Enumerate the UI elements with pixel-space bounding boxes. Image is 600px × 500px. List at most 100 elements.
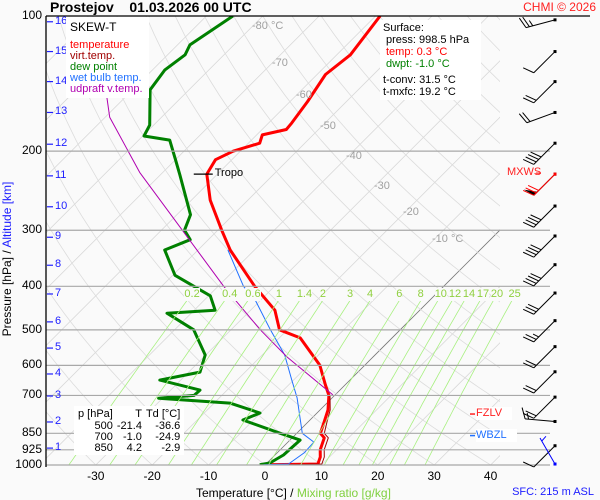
mixing-ratio-label: 14 bbox=[462, 287, 476, 301]
altitude-tick-label: 12 bbox=[55, 137, 68, 150]
isotherm-label: -70 bbox=[272, 57, 288, 69]
temperature-tick-label: 40 bbox=[483, 469, 498, 483]
surface-press: press: 998.5 hPa bbox=[386, 34, 470, 46]
altitude-tick-label: 5 bbox=[55, 341, 62, 354]
mixing-ratio-line bbox=[323, 295, 425, 466]
fzlv-label: FZLV bbox=[476, 407, 513, 421]
cell: 850 bbox=[94, 442, 113, 454]
mixing-ratio-label: 12 bbox=[448, 287, 462, 301]
levels-table: p [hPa] T Td [°C] 500 -21.4 -36.6 700 -1.0 -24… bbox=[74, 406, 185, 455]
dry-adiabat-line bbox=[526, 16, 600, 465]
isotherm-label: -60 bbox=[296, 89, 312, 101]
mixing-ratio-label: 0.4 bbox=[222, 287, 238, 301]
table-header: Td [°C] bbox=[145, 408, 181, 420]
surface-title: Surface: bbox=[383, 22, 424, 34]
wind-barb bbox=[522, 204, 557, 228]
wind-barb bbox=[522, 172, 557, 196]
altitude-tick-label: 14 bbox=[55, 74, 68, 87]
legend-item-wet-bulb: wet bulb temp. bbox=[70, 72, 142, 84]
cell: -36.6 bbox=[155, 420, 181, 432]
dry-adiabat-line bbox=[204, 16, 500, 336]
altitude-tick-label: 16 bbox=[55, 14, 68, 27]
isotherm-line bbox=[46, 16, 376, 347]
isotherm-line bbox=[321, 285, 500, 465]
wbzl-label: WBZL bbox=[476, 428, 517, 442]
mixing-ratio-line bbox=[168, 295, 283, 466]
wind-barb bbox=[522, 395, 557, 419]
temperature-tick-label: 10 bbox=[314, 469, 329, 483]
table-row: 500 -21.4 -36.6 bbox=[76, 421, 182, 432]
mixing-ratio-line bbox=[372, 295, 468, 466]
isotherm-line bbox=[208, 173, 500, 465]
wind-barb bbox=[518, 16, 557, 29]
wind-barb bbox=[522, 370, 557, 394]
series-temperature-line bbox=[205, 16, 382, 465]
cell: -24.9 bbox=[155, 431, 181, 443]
dry-adiabat-line bbox=[291, 16, 500, 239]
legend-item-virt-temp: virt.temp. bbox=[70, 50, 116, 62]
pressure-tick-label: 400 bbox=[21, 278, 42, 293]
altitude-tick-label: 15 bbox=[55, 44, 68, 57]
mixing-ratio-label: 0.2 bbox=[184, 287, 200, 301]
altitude-tick-label: 3 bbox=[55, 389, 62, 401]
altitude-tick-label: 8 bbox=[55, 258, 62, 271]
altitude-tick-label: 2 bbox=[55, 414, 62, 427]
temperature-tick-label: 20 bbox=[371, 469, 385, 483]
cell: -21.4 bbox=[116, 420, 142, 432]
legend-item-updraft: udpraft v.temp. bbox=[70, 83, 143, 95]
pressure-tick-label: 850 bbox=[21, 425, 42, 440]
altitude-tick-label: 10 bbox=[55, 199, 68, 212]
legend-title: SKEW-T bbox=[70, 20, 117, 34]
mixing-ratio-label: 6 bbox=[396, 287, 403, 301]
isotherm-label: -30 bbox=[374, 180, 390, 192]
legend: SKEW-T temperature virt.temp. dew point … bbox=[66, 17, 149, 98]
surface-tmxfc: t-mxfc: 19.2 °C bbox=[383, 86, 456, 98]
surface-temp: temp: 0.3 °C bbox=[386, 46, 448, 58]
wind-barb bbox=[518, 110, 557, 124]
credit: CHMI © 2026 bbox=[523, 0, 596, 14]
dry-adiabat-line bbox=[174, 16, 500, 369]
altitude-tick-label: 1 bbox=[55, 441, 62, 454]
cell: -2.9 bbox=[161, 442, 181, 454]
wind-barb bbox=[522, 50, 557, 74]
dry-adiabat-line bbox=[262, 16, 500, 271]
temperature-tick-label: -30 bbox=[87, 469, 105, 483]
temperature-tick-label: 0 bbox=[261, 469, 269, 483]
isotherm-line bbox=[46, 16, 320, 290]
table-row: 850 4.2 -2.9 bbox=[76, 443, 182, 454]
table-header: T bbox=[135, 408, 142, 420]
isotherm-line bbox=[264, 229, 500, 465]
pressure-tick-label: 300 bbox=[21, 222, 42, 237]
mixing-ratio-label: 2 bbox=[319, 287, 326, 301]
altitude-tick-label: 13 bbox=[55, 105, 68, 118]
x-axis-title: Temperature [°C] / Mixing ratio [g/kg] bbox=[196, 486, 391, 500]
table-header: p [hPa] bbox=[78, 408, 113, 420]
mixing-ratio-line bbox=[424, 295, 515, 466]
mixing-ratio-line bbox=[404, 295, 497, 466]
isotherm-line bbox=[46, 16, 433, 403]
mixing-ratio-line bbox=[342, 295, 442, 466]
wind-barb bbox=[522, 291, 557, 315]
dry-adiabat-line bbox=[466, 16, 500, 52]
legend-item-temperature: temperature bbox=[70, 39, 130, 51]
surface-dwpt: dwpt: -1.0 °C bbox=[386, 58, 450, 70]
mxws-label: MXWS bbox=[507, 166, 542, 179]
series-virt-temp-line bbox=[270, 395, 331, 465]
cell: 4.2 bbox=[126, 442, 142, 454]
mixing-ratio-label: 4 bbox=[367, 287, 374, 301]
y-axis-title: Pressure [hPa] / Altitude [km] bbox=[0, 181, 14, 337]
chart-title: Prostejov 01.03.2026 00 UTC bbox=[50, 0, 252, 15]
mixing-ratio-label: 3 bbox=[347, 287, 354, 301]
wind-barb bbox=[522, 263, 557, 287]
cell: -1.0 bbox=[122, 431, 142, 443]
pressure-tick-label: 600 bbox=[21, 357, 42, 372]
mixing-ratio-label: 25 bbox=[508, 287, 521, 301]
series-dew-point-line bbox=[142, 16, 302, 465]
wind-barb bbox=[522, 444, 557, 468]
mixing-ratio-line bbox=[216, 295, 327, 466]
pressure-tick-label: 925 bbox=[21, 441, 42, 456]
wind-barb bbox=[539, 436, 557, 466]
isotherm-line bbox=[46, 16, 264, 234]
temperature-tick-label: -10 bbox=[199, 469, 218, 483]
cell: 700 bbox=[94, 431, 113, 443]
